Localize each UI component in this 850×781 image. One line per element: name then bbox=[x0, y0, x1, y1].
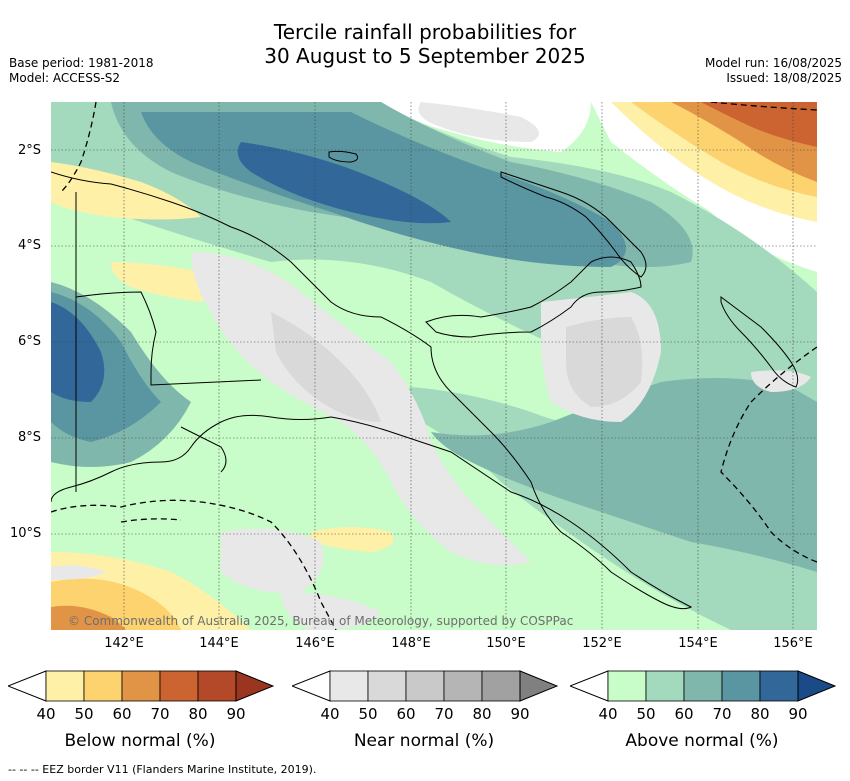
cbar-near-title: Near normal (%) bbox=[353, 731, 495, 751]
lat-label-4s: 4°S bbox=[18, 238, 42, 253]
cbar-near-tick-80: 80 bbox=[472, 705, 492, 723]
new-britain-coast bbox=[425, 256, 642, 338]
lon-label-146e: 146°E bbox=[295, 636, 335, 651]
cbar-above-80 bbox=[759, 670, 799, 702]
eez-east bbox=[720, 346, 817, 563]
cbar-below-tick-60: 60 bbox=[112, 705, 132, 723]
coastlines bbox=[51, 150, 799, 610]
model-name: Model: ACCESS-S2 bbox=[9, 71, 121, 85]
bougainville-coast bbox=[720, 295, 799, 388]
above-west-80 bbox=[51, 302, 105, 402]
meta-right: Model run: 16/08/2025 Issued: 18/08/2025 bbox=[705, 56, 842, 86]
cbar-above-tick-50: 50 bbox=[636, 705, 656, 723]
south-coast-islands bbox=[180, 426, 227, 473]
lat-label-2s: 2°S bbox=[18, 143, 42, 158]
cbar-above-under bbox=[570, 670, 609, 702]
below-south-central bbox=[311, 527, 394, 552]
near-new-britain-south-50 bbox=[566, 317, 643, 407]
cbar-near-tick-90: 90 bbox=[510, 705, 530, 723]
cbar-below-80 bbox=[197, 670, 237, 702]
cbar-below-over bbox=[235, 670, 274, 702]
rainfall-probability-map bbox=[51, 102, 817, 630]
cbar-above-60 bbox=[683, 670, 723, 702]
cbar-near-60 bbox=[405, 670, 445, 702]
base-period: Base period: 1981-2018 bbox=[9, 56, 154, 70]
near-south-strip bbox=[51, 565, 106, 580]
cbar-above-tick-60: 60 bbox=[674, 705, 694, 723]
cbar-near-tick-70: 70 bbox=[434, 705, 454, 723]
cbar-below-70 bbox=[159, 670, 199, 702]
lon-label-144e: 144°E bbox=[199, 636, 239, 651]
new-ireland-coast bbox=[500, 171, 647, 278]
eez-west bbox=[60, 102, 97, 193]
cbar-above-50 bbox=[645, 670, 685, 702]
cbar-above-tick-40: 40 bbox=[598, 705, 618, 723]
above-southeast-60 bbox=[431, 378, 817, 572]
cbar-near-tick-40: 40 bbox=[320, 705, 340, 723]
cbar-near-40 bbox=[329, 670, 369, 702]
cbar-above-over bbox=[797, 670, 836, 702]
lon-label-154e: 154°E bbox=[678, 636, 718, 651]
cbar-below-title: Below normal (%) bbox=[64, 731, 216, 751]
model-run: Model run: 16/08/2025 bbox=[704, 56, 842, 70]
cbar-below-tick-80: 80 bbox=[188, 705, 208, 723]
near-north-patch bbox=[418, 102, 539, 142]
lat-label-10s: 10°S bbox=[10, 526, 42, 541]
eez-south-line bbox=[120, 518, 182, 523]
lon-label-150e: 150°E bbox=[486, 636, 526, 651]
cbar-near-tick-60: 60 bbox=[396, 705, 416, 723]
colorbar-above-normal bbox=[570, 670, 836, 702]
above-80-zone bbox=[237, 142, 451, 224]
lat-label-8s: 8°S bbox=[18, 430, 42, 445]
map-title-line-1: Tercile rainfall probabilities for bbox=[273, 20, 577, 44]
cbar-near-under bbox=[292, 670, 331, 702]
meta-left: Base period: 1981-2018 Model: ACCESS-S2 bbox=[9, 56, 154, 86]
cbar-above-70 bbox=[721, 670, 761, 702]
cbar-above-title: Above normal (%) bbox=[625, 731, 779, 751]
cbar-below-40 bbox=[45, 670, 85, 702]
near-png-mainland-50 bbox=[271, 312, 381, 422]
eez-northeast bbox=[710, 102, 817, 111]
cbar-near-70 bbox=[443, 670, 483, 702]
lon-label-156e: 156°E bbox=[773, 636, 813, 651]
lon-label-148e: 148°E bbox=[391, 636, 431, 651]
cbar-below-tick-90: 90 bbox=[226, 705, 246, 723]
cbar-below-under bbox=[8, 670, 47, 702]
cbar-below-tick-70: 70 bbox=[150, 705, 170, 723]
eez-footnote: -- -- -- EEZ border V11 (Flanders Marine… bbox=[8, 763, 317, 776]
cbar-near-over bbox=[519, 670, 558, 702]
cbar-near-50 bbox=[367, 670, 407, 702]
below-west-north bbox=[51, 162, 201, 220]
lon-label-152e: 152°E bbox=[582, 636, 622, 651]
cbar-above-tick-80: 80 bbox=[750, 705, 770, 723]
new-guinea-coast bbox=[51, 171, 693, 610]
cbar-above-40 bbox=[607, 670, 647, 702]
cbar-below-50 bbox=[83, 670, 123, 702]
cbar-near-tick-50: 50 bbox=[358, 705, 378, 723]
cbar-above-tick-90: 90 bbox=[788, 705, 808, 723]
below-south-60 bbox=[51, 605, 126, 630]
lon-label-142e: 142°E bbox=[104, 636, 144, 651]
map-title-line-2: 30 August to 5 September 2025 bbox=[264, 44, 586, 68]
manus-coast bbox=[328, 150, 359, 163]
issued-date: Issued: 18/08/2025 bbox=[726, 71, 842, 85]
cbar-below-tick-40: 40 bbox=[36, 705, 56, 723]
cbar-below-tick-50: 50 bbox=[74, 705, 94, 723]
colorbar-near-normal bbox=[292, 670, 558, 702]
cbar-below-60 bbox=[121, 670, 161, 702]
lat-label-6s: 6°S bbox=[18, 334, 42, 349]
copyright-notice: © Commonwealth of Australia 2025, Bureau… bbox=[68, 614, 574, 628]
eez-borders bbox=[51, 102, 817, 630]
png-border-fly bbox=[75, 291, 262, 386]
graticule bbox=[51, 102, 817, 630]
cbar-near-80 bbox=[481, 670, 521, 702]
colorbar-below-normal bbox=[8, 670, 274, 702]
eez-south bbox=[51, 499, 337, 630]
below-northeast-70 bbox=[701, 102, 817, 147]
near-south-bottom bbox=[281, 592, 381, 630]
near-southwest bbox=[221, 528, 324, 593]
cbar-above-tick-70: 70 bbox=[712, 705, 732, 723]
below-west-mid bbox=[111, 262, 211, 302]
